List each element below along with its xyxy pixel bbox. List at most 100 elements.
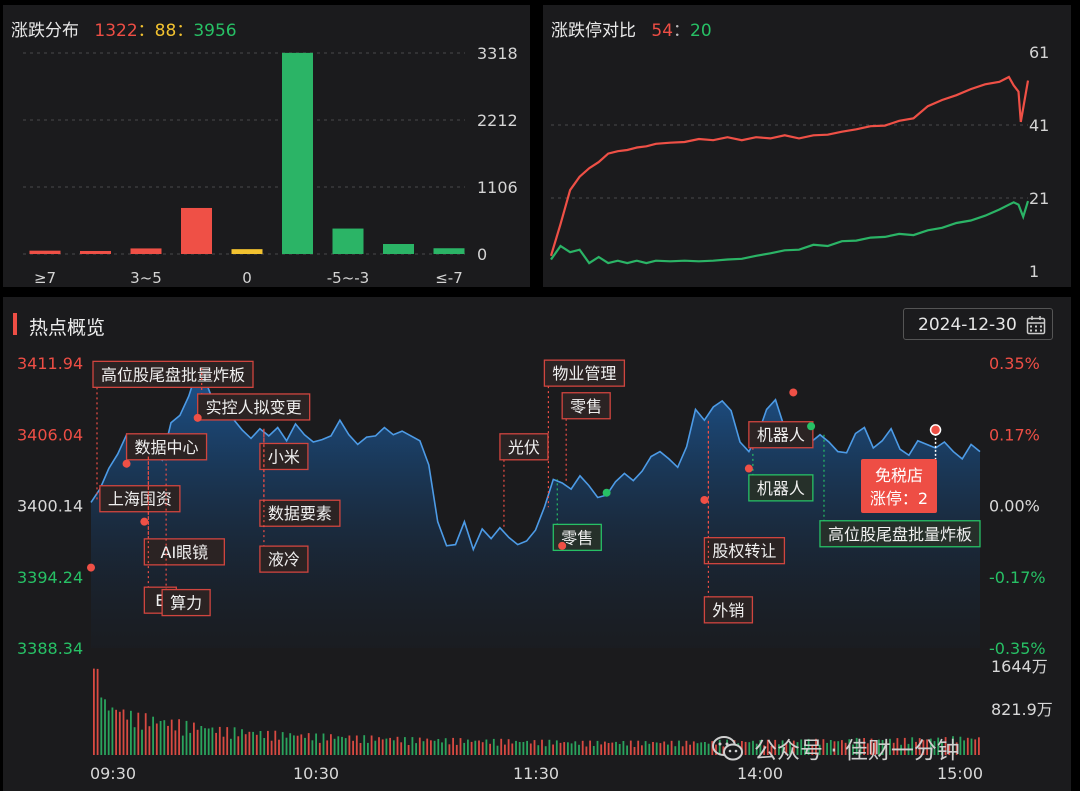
volume-bar [678,740,680,755]
volume-bar [326,740,329,755]
limit-down-count: 20 [690,21,712,41]
volume-bar [100,697,103,755]
y-right-label: -0.35% [989,639,1046,658]
volume-bar [663,741,666,755]
volume-bar [966,737,969,755]
annotation-box [125,433,208,461]
volume-bar [674,746,677,755]
volume-bar [633,747,636,755]
watermark-text: 公众号 · 佳财一分钟 [754,738,960,764]
volume-bar [978,737,980,755]
volume-bar [270,740,273,755]
volume-bar [263,738,266,755]
callout-marker [929,424,942,436]
volume-bar [744,741,747,755]
volume-bar [611,742,614,755]
volume-bar [404,737,406,755]
watermark: 公众号 · 佳财一分钟 [712,731,960,769]
volume-bar [148,726,151,755]
volume-bar [659,743,662,755]
annotation-box [543,359,626,387]
event-marker [87,563,95,572]
calendar-icon[interactable] [1026,315,1046,335]
separator: ： [673,21,691,41]
volume-bar [104,699,106,755]
event-marker [789,388,798,397]
volume-bar [863,738,865,755]
bar [130,248,162,254]
volume-bar [300,734,303,755]
volume-bar [522,742,525,755]
volume-bar [778,744,780,755]
volume-bar [193,722,195,755]
y-tick-label: 1 [1029,262,1039,281]
event-marker [122,459,131,468]
volume-bar [766,739,769,755]
volume-bar [926,739,928,755]
volume-bar [378,737,380,755]
volume-bar [929,738,932,755]
annotation-label: 物业管理 [552,364,616,383]
volume-bar [585,746,588,755]
volume-bar [441,742,443,755]
volume-bar [330,734,332,755]
volume-bar [137,712,140,755]
volume-bar [596,740,599,755]
volume-bar [118,711,121,755]
volume-bar [852,744,854,755]
volume-bar [907,743,910,755]
annotation-box [259,499,341,527]
volume-bar [789,741,791,755]
y-tick-label: 21 [1029,189,1049,208]
volume-bar [281,732,284,755]
volume-bar [829,740,832,755]
annotation-label: 零售 [561,528,593,547]
hotspot-title: 热点概览 [29,317,106,339]
volume-bar [211,727,214,755]
volume-bar [352,740,354,755]
volume-bar [529,743,532,755]
annotation-box [703,596,754,624]
volume-bar [163,720,166,755]
volume-bar [933,741,936,755]
volume-bar [692,741,695,755]
annotation-box [143,538,225,566]
volume-bar [111,707,114,755]
volume-bar [815,738,817,755]
volume-bar [837,741,840,755]
volume-bar [804,743,806,755]
limit-title-row: 涨跌停对比 54：20 [551,16,712,41]
date-picker[interactable]: 2024-12-30 [903,308,1053,340]
bar [231,249,263,254]
volume-bar [248,731,251,755]
x-tick-label: ≥7 [34,269,56,287]
distribution-bar-chart: 3318 2212 1106 0 ≥7 3~5 0 -5~-3 ≤-7 [23,44,518,287]
volume-bar [492,738,495,755]
volume-bar [174,730,177,755]
volume-bar [655,742,658,755]
volume-bar [629,740,632,755]
volume-bar [348,735,351,755]
volume-bar [818,744,821,755]
annotation-label: 算力 [170,594,202,613]
volume-bar [237,736,240,755]
down-count: 3956 [193,21,237,41]
callout-box [861,459,937,513]
bar [181,207,212,254]
volume-bar [392,740,395,755]
volume-bar [400,742,403,755]
volume-bar [341,736,343,755]
volume-bar [485,739,488,755]
volume-bar [896,738,899,755]
volume-bar [755,743,758,755]
volume-bar [230,738,232,755]
volume-bar [618,744,621,755]
volume-bar [344,738,347,755]
annotation-box [259,442,309,471]
volume-bar [107,710,110,755]
y-right-label: 0.00% [989,497,1040,516]
series-line-limit-up [549,75,1030,257]
volume-bar [700,742,703,755]
volume-bar [274,730,277,755]
volume-bar [285,737,288,755]
